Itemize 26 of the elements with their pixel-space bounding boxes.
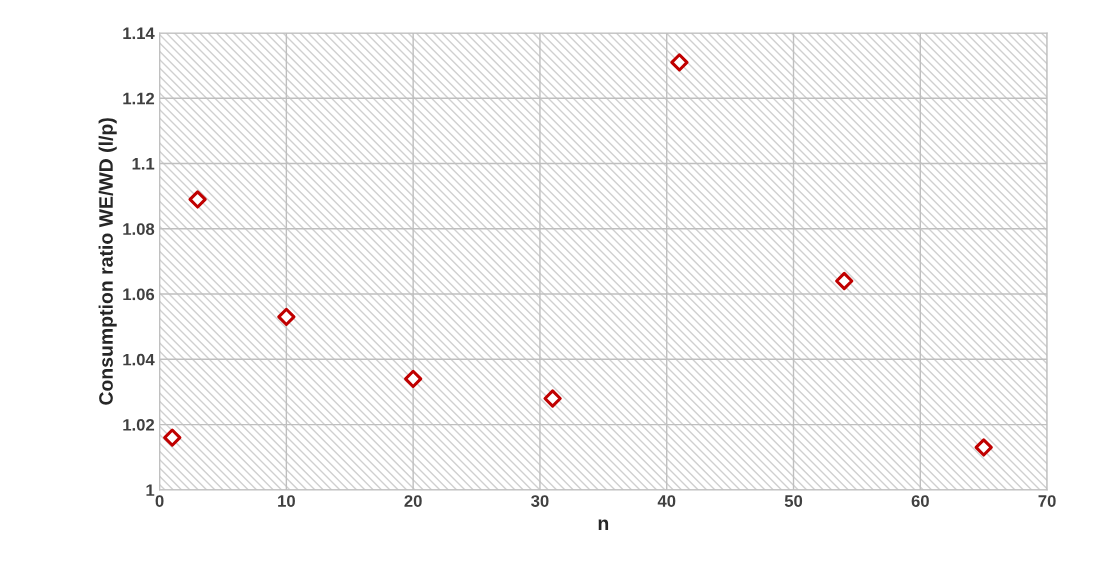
point: [670, 53, 689, 72]
point: [188, 190, 207, 209]
y-tick-label: 1.14: [123, 27, 155, 40]
y-tick-label: 1.06: [123, 288, 155, 301]
y-tick-label: 1: [146, 484, 155, 496]
point: [835, 271, 854, 291]
x-tick-label: 10: [278, 495, 295, 507]
y-tick-label: 1.1: [132, 158, 155, 170]
x-tick-label: 30: [531, 495, 549, 507]
x-tick-label: 20: [404, 495, 422, 507]
y-tick-label: 1.08: [123, 223, 155, 235]
y-tick-label: 1.12: [123, 92, 155, 105]
y-tick-label: 1.04: [123, 353, 155, 366]
x-tick-label: 70: [1038, 495, 1056, 507]
point: [163, 428, 182, 447]
point: [404, 369, 423, 389]
x-tick-label: 50: [784, 495, 803, 507]
x-tick-label: 0: [155, 495, 164, 507]
point: [277, 307, 296, 327]
point: [974, 438, 993, 457]
y-axis-title: Consumption ratio WE/WD (l/p): [98, 118, 117, 405]
x-axis-title: n: [598, 519, 609, 530]
point: [543, 389, 562, 408]
x-tick-label: 40: [657, 495, 676, 507]
x-tick-label: 60: [911, 495, 929, 507]
y-tick-label: 1.02: [123, 418, 155, 431]
